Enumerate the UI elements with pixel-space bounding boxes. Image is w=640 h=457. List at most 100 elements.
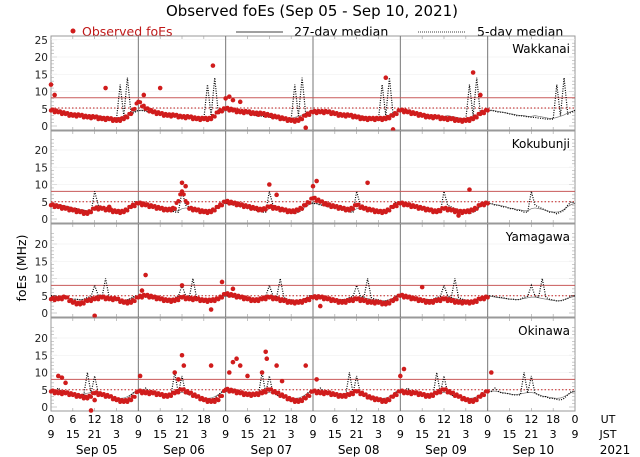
observed-point [179,180,185,186]
observed-point [94,390,99,395]
observed-point [176,377,181,382]
chart-title: Observed foEs (Sep 05 - Sep 10, 2021) [166,2,458,20]
observed-point [189,114,194,119]
observed-point [349,112,354,117]
observed-point [138,200,143,205]
observed-point [225,386,230,391]
observed-point [145,292,150,297]
observed-point [485,108,490,113]
observed-point [474,299,479,304]
observed-point [172,370,178,375]
observed-point [176,199,181,204]
observed-point [320,199,325,204]
observed-point [436,114,441,119]
jst-tick-label: 9 [310,428,317,441]
jst-tick-label: 3 [550,428,557,441]
observed-point [263,349,268,355]
observed-point [196,394,201,399]
observed-point [59,297,64,302]
observed-point [247,203,252,208]
observed-point [152,203,157,208]
y-tick-label: 0 [41,308,48,320]
y-tick-label: 10 [35,368,48,380]
observed-point [378,299,383,304]
observed-point [247,109,252,114]
observed-point [176,390,181,395]
observed-point [145,202,150,207]
observed-point [467,118,472,123]
observed-point [101,294,106,299]
jst-tick-label: 15 [328,428,342,441]
observed-point [263,207,268,212]
jst-tick-label: 9 [135,428,142,441]
observed-point [261,110,266,115]
observed-point [312,195,317,200]
station-label: Yamagawa [505,230,570,244]
observed-point [387,301,392,306]
observed-point [52,92,57,98]
observed-point [203,397,208,402]
observed-point [407,294,412,299]
ut-label: UT [601,413,616,426]
observed-point [88,408,94,413]
observed-point [398,373,403,379]
observed-point [485,389,490,394]
observed-point [223,96,228,101]
observed-point [431,393,436,398]
observed-point [394,204,399,209]
observed-point [320,294,325,299]
observed-point [371,395,376,400]
ut-tick-label: 12 [262,413,276,426]
observed-point [467,210,472,215]
station-label: Okinawa [518,324,570,338]
observed-point [227,94,232,99]
jst-tick-label: 3 [288,428,295,441]
legend: Observed foEs 27-day median 5-day median [70,24,563,39]
observed-point [169,208,174,213]
observed-point [387,398,392,403]
observed-point [343,300,348,305]
observed-point [72,391,77,396]
observed-point [59,375,65,380]
ut-tick-label: 12 [437,413,451,426]
observed-point [179,283,185,288]
observed-point [145,106,150,111]
observed-point [79,112,84,117]
observed-point [220,203,225,208]
day-label: Sep 10 [512,443,554,457]
observed-point [470,70,476,75]
observed-point [276,205,281,210]
observed-point [179,352,185,358]
y-tick-label: 5 [41,385,48,397]
y-tick-label: 0 [41,121,48,133]
observed-point [225,105,230,110]
observed-point [314,178,319,184]
observed-point [174,112,179,117]
observed-point [101,391,106,396]
observed-point [443,296,448,301]
observed-point [363,297,368,302]
observed-point [485,201,490,206]
y-axis-label: foEs (MHz) [14,235,29,302]
observed-point [269,203,274,208]
observed-point [181,387,186,392]
observed-point [143,272,148,278]
observed-point [234,356,239,362]
jst-tick-label: 21 [437,428,451,441]
observed-point [96,297,101,302]
observed-point [438,299,443,304]
y-tick-label: 20 [35,145,48,157]
observed-point [327,109,332,114]
observed-point [212,208,217,213]
ut-tick-label: 6 [506,413,513,426]
observed-point [176,298,181,303]
observed-point [152,294,157,299]
observed-point [232,388,237,393]
observed-point [465,397,470,402]
observed-point [351,392,356,397]
observed-point [414,390,419,395]
jst-tick-label: 21 [350,428,364,441]
y-tick-label: 25 [35,35,48,47]
observed-point [94,114,99,119]
y-tick-label: 15 [35,69,48,81]
